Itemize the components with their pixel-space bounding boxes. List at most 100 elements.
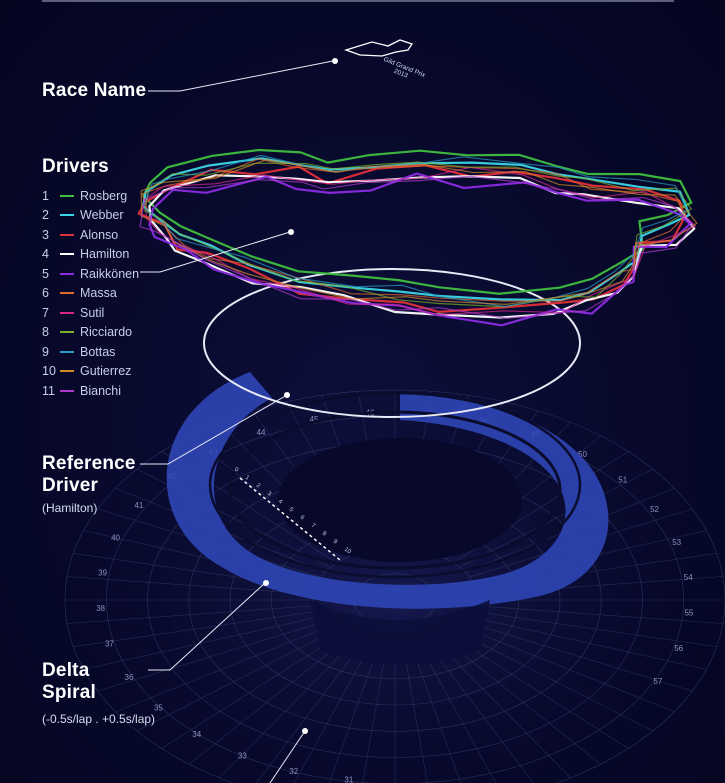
grid-spoke bbox=[421, 649, 496, 783]
driver-row: 9 Bottas bbox=[42, 342, 139, 362]
grid-spoke bbox=[430, 647, 534, 783]
driver-name: Hamilton bbox=[80, 247, 130, 262]
driver-color-swatch bbox=[60, 214, 74, 217]
driver-row: 1 Rosberg bbox=[42, 186, 139, 206]
driver-row: 8 Ricciardo bbox=[42, 323, 139, 343]
lap-tick-label: 57 bbox=[653, 677, 662, 686]
inner-tick-label: 8 bbox=[321, 531, 328, 538]
lap-tick-label: 33 bbox=[238, 751, 247, 760]
driver-number: 1 bbox=[42, 188, 49, 203]
delta-spiral bbox=[166, 372, 609, 665]
inner-tick-label: 5 bbox=[288, 507, 295, 514]
lap-tick-label: 54 bbox=[684, 573, 693, 582]
driver-row: 5 Raikkönen bbox=[42, 264, 139, 284]
driver-color-swatch bbox=[60, 233, 74, 236]
driver-number: 3 bbox=[42, 227, 49, 242]
grid-spoke bbox=[83, 617, 318, 670]
lap-tick-label: 39 bbox=[98, 568, 107, 577]
lap-tick-label: 37 bbox=[105, 639, 114, 648]
lap-tick-label: 56 bbox=[674, 644, 683, 653]
reference-ellipse bbox=[203, 268, 581, 418]
lap-tick-label: 44 bbox=[257, 428, 266, 437]
reference-driver-label: Reference Driver bbox=[42, 453, 136, 496]
delta-spiral-sub: (-0.5s/lap . +0.5s/lap) bbox=[42, 712, 156, 726]
leader-lines bbox=[140, 60, 334, 783]
driver-name: Massa bbox=[80, 286, 117, 301]
driver-number: 2 bbox=[42, 208, 49, 223]
driver-number: 8 bbox=[42, 325, 49, 340]
grid-spoke bbox=[115, 627, 326, 713]
inner-tick-label: 1 bbox=[244, 475, 251, 482]
track-outline-icon bbox=[343, 39, 414, 57]
driver-color-swatch bbox=[60, 292, 74, 295]
driver-name: Ricciardo bbox=[80, 325, 133, 340]
driver-row: 7 Sutil bbox=[42, 303, 139, 323]
lap-tick-label: 55 bbox=[684, 609, 693, 618]
driver-row: 10 Gutierrez bbox=[42, 362, 139, 382]
delta-spiral-label: Delta Spiral bbox=[42, 660, 96, 703]
grid-spoke bbox=[472, 617, 707, 670]
grid-spoke bbox=[464, 627, 675, 713]
driver-color-swatch bbox=[60, 311, 74, 314]
grid-spoke bbox=[476, 605, 723, 624]
driver-name: Rosberg bbox=[80, 188, 128, 203]
grid-spoke bbox=[161, 636, 337, 749]
driver-row: 3 Alonso bbox=[42, 225, 139, 245]
grid-spoke bbox=[469, 622, 693, 692]
grid-spoke bbox=[459, 468, 654, 568]
lap-tick-label: 36 bbox=[125, 673, 134, 682]
driver-number: 7 bbox=[42, 305, 49, 320]
driver-trace bbox=[140, 158, 698, 306]
inner-tick-label: 10 bbox=[343, 547, 352, 556]
driver-name: Alonso bbox=[80, 227, 119, 242]
lap-tick-label: 41 bbox=[134, 501, 143, 510]
grid-spoke bbox=[329, 651, 377, 783]
driver-name: Sutil bbox=[80, 305, 105, 320]
inner-tick-label: 6 bbox=[299, 515, 306, 522]
driver-name: Raikkönen bbox=[80, 266, 140, 281]
driver-color-swatch bbox=[60, 370, 74, 373]
grid-spoke bbox=[136, 632, 331, 732]
driver-traces bbox=[137, 148, 698, 327]
grid-spoke bbox=[256, 647, 360, 783]
driver-trace bbox=[144, 161, 692, 308]
driver-number: 10 bbox=[42, 364, 56, 379]
driver-row: 11 Bianchi bbox=[42, 381, 139, 401]
grid-spoke bbox=[97, 622, 321, 692]
lap-tick-label: 52 bbox=[650, 505, 659, 514]
driver-trace bbox=[144, 166, 697, 316]
grid-spoke bbox=[475, 611, 717, 648]
driver-number: 6 bbox=[42, 286, 49, 301]
lap-tick-label: 35 bbox=[154, 704, 163, 713]
driver-row: 4 Hamilton bbox=[42, 245, 139, 265]
driver-legend: 1 Rosberg 2 Webber 3 Alonso 4 Hamilton 5 Raikköne… bbox=[42, 186, 139, 401]
grid-spoke bbox=[189, 640, 344, 765]
driver-number: 9 bbox=[42, 344, 49, 359]
inner-tick-label: 2 bbox=[255, 483, 262, 490]
driver-number: 11 bbox=[42, 383, 55, 398]
driver-row: 2 Webber bbox=[42, 206, 139, 226]
grid-spoke bbox=[459, 632, 654, 732]
driver-trace bbox=[139, 175, 694, 319]
reference-driver-sub: (Hamilton) bbox=[42, 501, 98, 515]
driver-name: Bianchi bbox=[80, 383, 121, 398]
inner-tick-label: 0 bbox=[233, 467, 240, 474]
lap-tick-label: 38 bbox=[96, 604, 105, 613]
lap-tick-label: 32 bbox=[289, 767, 298, 776]
driver-trace bbox=[142, 154, 688, 308]
lap-tick-label: 34 bbox=[192, 730, 201, 739]
driver-trace bbox=[141, 157, 691, 302]
driver-number: 5 bbox=[42, 266, 49, 281]
grid-spoke bbox=[453, 636, 629, 749]
top-divider bbox=[42, 0, 674, 2]
driver-name: Bottas bbox=[80, 344, 116, 359]
lap-tick-label: 53 bbox=[672, 538, 681, 547]
lap-tick-label: 50 bbox=[578, 450, 587, 459]
leader-dots bbox=[263, 58, 338, 734]
driver-name: Webber bbox=[80, 208, 124, 223]
driver-color-swatch bbox=[60, 253, 74, 256]
driver-color-swatch bbox=[60, 350, 74, 353]
lap-tick-label: 31 bbox=[344, 776, 353, 783]
driver-color-swatch bbox=[60, 194, 74, 197]
